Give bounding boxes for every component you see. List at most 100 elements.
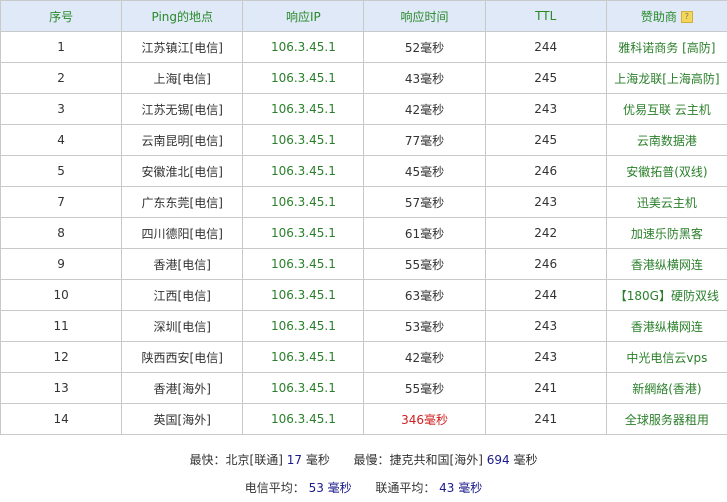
cell-time: 45毫秒 — [363, 155, 486, 187]
cell-sponsor[interactable]: 香港纵横网连 — [605, 248, 727, 280]
cell-ip: 106.3.45.1 — [242, 279, 365, 311]
header-col-ip: 响应IP — [242, 0, 365, 32]
telecom-avg-label: 电信平均： — [244, 481, 305, 495]
cell-sponsor[interactable]: 上海龙联[上海高防] — [605, 62, 727, 94]
table-row: 5 安徽淮北[电信] 106.3.45.1 45毫秒 246 安徽拓普(双线) — [0, 155, 727, 187]
cell-index: 2 — [0, 62, 123, 94]
cell-sponsor[interactable]: 雅科诺商务 [高防] — [605, 31, 727, 63]
cell-location: 英国[海外] — [121, 403, 244, 435]
cell-location: 江苏无锡[电信] — [121, 93, 244, 125]
cell-ttl: 242 — [484, 217, 607, 249]
header-label: 响应IP — [286, 9, 321, 24]
cell-index: 8 — [0, 217, 123, 249]
table-row: 14 英国[海外] 106.3.45.1 346毫秒 241 全球服务器租用 — [0, 403, 727, 435]
cell-time: 42毫秒 — [363, 341, 486, 373]
cell-sponsor[interactable]: 新網絡(香港) — [605, 372, 727, 404]
slowest-value: 694 — [486, 453, 510, 467]
cell-index: 9 — [0, 248, 123, 280]
cell-ip: 106.3.45.1 — [242, 248, 365, 280]
unicom-avg-label: 联通平均： — [375, 481, 436, 495]
cell-ttl: 246 — [484, 155, 607, 187]
cell-ttl: 246 — [484, 248, 607, 280]
cell-sponsor[interactable]: 优易互联 云主机 — [605, 93, 727, 125]
cell-time: 43毫秒 — [363, 62, 486, 94]
cell-ip: 106.3.45.1 — [242, 341, 365, 373]
cell-time: 55毫秒 — [363, 372, 486, 404]
cell-ttl: 243 — [484, 93, 607, 125]
header-label: 序号 — [49, 9, 74, 24]
header-row: 序号 Ping的地点 响应IP 响应时间 TTL 赞助商? — [0, 0, 727, 32]
cell-time: 77毫秒 — [363, 124, 486, 156]
cell-ttl: 243 — [484, 341, 607, 373]
summary-extremes: 最快：北京[联通] 17 毫秒 最慢：捷克共和国[海外] 694 毫秒 — [0, 452, 727, 468]
cell-ip: 106.3.45.1 — [242, 62, 365, 94]
cell-location: 安徽淮北[电信] — [121, 155, 244, 187]
summary-averages: 电信平均： 53 毫秒 联通平均： 43 毫秒 — [0, 480, 727, 496]
cell-ttl: 245 — [484, 124, 607, 156]
cell-sponsor[interactable]: 全球服务器租用 — [605, 403, 727, 435]
cell-ip: 106.3.45.1 — [242, 217, 365, 249]
cell-time: 346毫秒 — [363, 403, 486, 435]
cell-ip: 106.3.45.1 — [242, 31, 365, 63]
cell-location: 广东东莞[电信] — [121, 186, 244, 218]
cell-ttl: 241 — [484, 403, 607, 435]
table-row: 2 上海[电信] 106.3.45.1 43毫秒 245 上海龙联[上海高防] — [0, 62, 727, 94]
question-icon[interactable]: ? — [680, 11, 693, 23]
slowest-label: 最慢：捷克共和国[海外] — [353, 453, 483, 467]
cell-index: 4 — [0, 124, 123, 156]
header-col-index: 序号 — [0, 0, 123, 32]
table-row: 11 深圳[电信] 106.3.45.1 53毫秒 243 香港纵横网连 — [0, 310, 727, 342]
table-row: 1 江苏镇江[电信] 106.3.45.1 52毫秒 244 雅科诺商务 [高防] — [0, 31, 727, 63]
cell-sponsor[interactable]: 安徽拓普(双线) — [605, 155, 727, 187]
cell-index: 7 — [0, 186, 123, 218]
cell-index: 10 — [0, 279, 123, 311]
cell-ip: 106.3.45.1 — [242, 403, 365, 435]
cell-location: 江苏镇江[电信] — [121, 31, 244, 63]
header-col-location: Ping的地点 — [121, 0, 244, 32]
cell-ip: 106.3.45.1 — [242, 186, 365, 218]
cell-ttl: 241 — [484, 372, 607, 404]
cell-index: 11 — [0, 310, 123, 342]
cell-time: 53毫秒 — [363, 310, 486, 342]
table-row: 7 广东东莞[电信] 106.3.45.1 57毫秒 243 迅美云主机 — [0, 186, 727, 218]
header-col-time: 响应时间 — [363, 0, 486, 32]
cell-ip: 106.3.45.1 — [242, 124, 365, 156]
header-label: TTL — [535, 9, 557, 23]
cell-ttl: 245 — [484, 62, 607, 94]
cell-ttl: 244 — [484, 31, 607, 63]
cell-time: 52毫秒 — [363, 31, 486, 63]
ping-results-table: 序号 Ping的地点 响应IP 响应时间 TTL 赞助商? 1 江苏镇江[电信] 106.3.… — [0, 0, 727, 435]
cell-sponsor[interactable]: 香港纵横网连 — [605, 310, 727, 342]
cell-location: 上海[电信] — [121, 62, 244, 94]
cell-index: 3 — [0, 93, 123, 125]
slowest-unit: 毫秒 — [513, 453, 538, 467]
table-row: 9 香港[电信] 106.3.45.1 55毫秒 246 香港纵横网连 — [0, 248, 727, 280]
cell-ip: 106.3.45.1 — [242, 372, 365, 404]
cell-sponsor[interactable]: 云南数据港 — [605, 124, 727, 156]
cell-time: 55毫秒 — [363, 248, 486, 280]
cell-sponsor[interactable]: 中光电信云vps — [605, 341, 727, 373]
cell-index: 12 — [0, 341, 123, 373]
cell-location: 陕西西安[电信] — [121, 341, 244, 373]
fastest-label: 最快：北京[联通] — [189, 453, 283, 467]
table-row: 12 陕西西安[电信] 106.3.45.1 42毫秒 243 中光电信云vps — [0, 341, 727, 373]
cell-ttl: 244 — [484, 279, 607, 311]
header-col-ttl: TTL — [484, 0, 607, 32]
table-row: 8 四川德阳[电信] 106.3.45.1 61毫秒 242 加速乐防黑客 — [0, 217, 727, 249]
cell-ip: 106.3.45.1 — [242, 155, 365, 187]
cell-index: 14 — [0, 403, 123, 435]
cell-location: 云南昆明[电信] — [121, 124, 244, 156]
cell-sponsor[interactable]: 加速乐防黑客 — [605, 217, 727, 249]
header-col-sponsor: 赞助商? — [605, 0, 727, 32]
telecom-avg-value: 53 毫秒 — [308, 481, 352, 495]
cell-index: 13 — [0, 372, 123, 404]
cell-ttl: 243 — [484, 186, 607, 218]
cell-time: 57毫秒 — [363, 186, 486, 218]
cell-location: 深圳[电信] — [121, 310, 244, 342]
cell-sponsor[interactable]: 【180G】硬防双线 — [605, 279, 727, 311]
cell-sponsor[interactable]: 迅美云主机 — [605, 186, 727, 218]
cell-ip: 106.3.45.1 — [242, 93, 365, 125]
cell-index: 5 — [0, 155, 123, 187]
cell-location: 香港[海外] — [121, 372, 244, 404]
header-label: 响应时间 — [400, 9, 449, 24]
